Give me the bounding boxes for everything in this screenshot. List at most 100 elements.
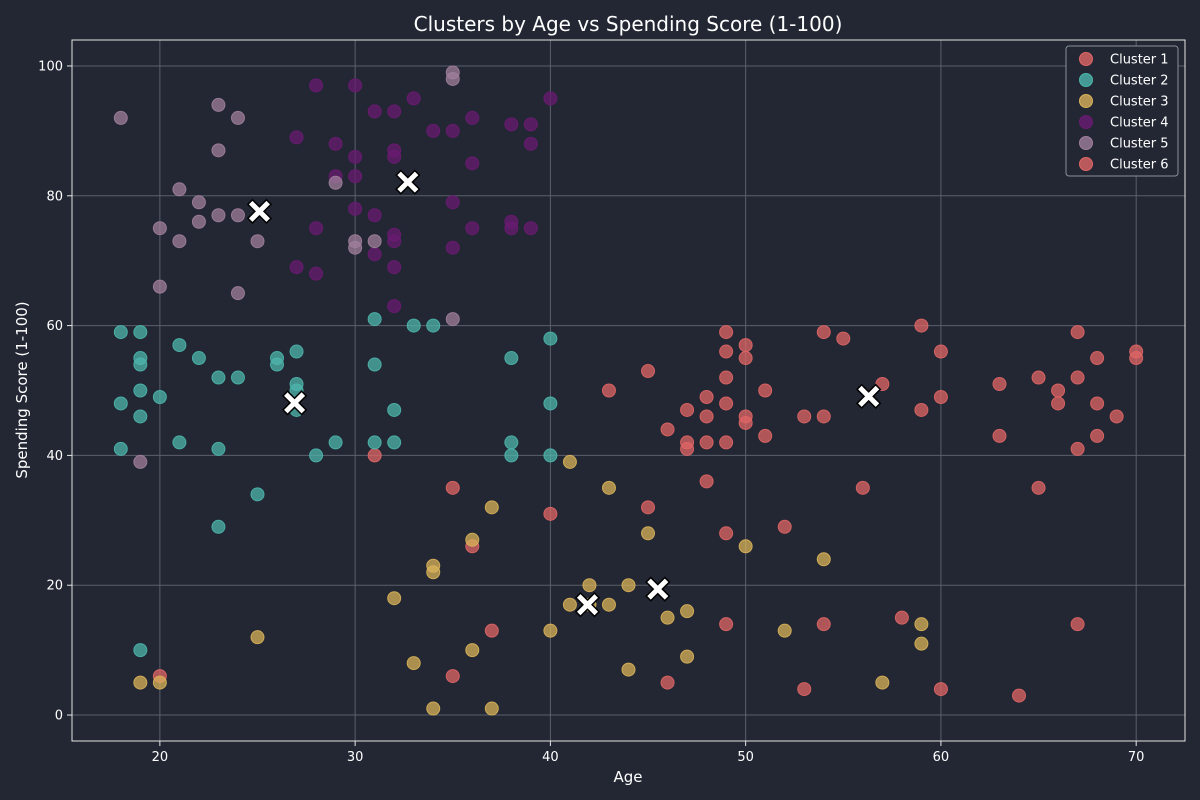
x-tick-label: 60	[933, 750, 950, 765]
data-point	[445, 312, 460, 327]
data-point	[367, 247, 382, 262]
data-point	[230, 208, 245, 223]
data-point	[933, 682, 948, 697]
data-point	[211, 143, 226, 158]
data-point	[543, 331, 558, 346]
data-point	[328, 136, 343, 151]
legend-marker	[1079, 94, 1093, 108]
data-point	[797, 682, 812, 697]
data-point	[641, 364, 656, 379]
y-axis-label: Spending Score (1-100)	[13, 301, 31, 478]
data-point	[933, 344, 948, 359]
data-point	[1090, 396, 1105, 411]
data-point	[289, 130, 304, 145]
data-point	[250, 234, 265, 249]
data-point	[113, 396, 128, 411]
data-point	[914, 402, 929, 417]
data-point	[523, 136, 538, 151]
data-point	[172, 182, 187, 197]
data-point	[1051, 383, 1066, 398]
data-point	[816, 617, 831, 632]
data-point	[1012, 688, 1027, 703]
data-point	[1070, 370, 1085, 385]
data-point	[758, 383, 773, 398]
data-point	[465, 156, 480, 171]
data-point	[426, 318, 441, 333]
data-point	[660, 422, 675, 437]
y-axis-ticks: 0 20 40 60 80 100	[38, 59, 72, 724]
data-point	[621, 662, 636, 677]
legend-marker	[1079, 157, 1093, 171]
data-point	[133, 454, 148, 469]
data-point	[699, 474, 714, 489]
data-point	[426, 701, 441, 716]
data-point	[777, 519, 792, 534]
data-point	[836, 331, 851, 346]
data-point	[738, 415, 753, 430]
data-point	[719, 344, 734, 359]
data-point	[426, 565, 441, 580]
data-point	[601, 383, 616, 398]
data-point	[387, 591, 402, 606]
data-point	[1070, 617, 1085, 632]
data-point	[641, 526, 656, 541]
data-point	[348, 78, 363, 93]
data-point	[230, 110, 245, 125]
data-point	[484, 623, 499, 638]
data-point	[680, 649, 695, 664]
data-point	[484, 500, 499, 515]
data-point	[367, 448, 382, 463]
data-point	[504, 448, 519, 463]
data-point	[309, 78, 324, 93]
data-point	[445, 195, 460, 210]
data-point	[445, 669, 460, 684]
series-cluster-4	[289, 78, 558, 314]
data-point	[367, 312, 382, 327]
legend-label: Cluster 5	[1110, 137, 1169, 152]
data-point	[680, 441, 695, 456]
data-point	[445, 240, 460, 255]
data-point	[445, 123, 460, 138]
legend-label: Cluster 2	[1110, 74, 1169, 89]
data-point	[1031, 480, 1046, 495]
data-point	[719, 370, 734, 385]
legend-label: Cluster 1	[1110, 53, 1169, 68]
data-point	[133, 675, 148, 690]
data-point	[1090, 351, 1105, 366]
data-point	[543, 448, 558, 463]
x-tick-label: 70	[1128, 750, 1145, 765]
data-point	[172, 435, 187, 450]
centroid-marker	[281, 390, 308, 416]
data-point	[816, 409, 831, 424]
data-point	[250, 630, 265, 645]
data-point	[465, 643, 480, 658]
y-tick-label: 80	[46, 189, 63, 204]
data-point	[152, 221, 167, 236]
data-point	[113, 110, 128, 125]
data-point	[523, 221, 538, 236]
data-point	[719, 617, 734, 632]
data-point	[465, 532, 480, 547]
data-point	[914, 617, 929, 632]
plot-frame	[71, 39, 1186, 742]
data-point	[914, 318, 929, 333]
data-point	[543, 506, 558, 521]
series-cluster-1	[152, 318, 1144, 703]
data-point	[445, 71, 460, 86]
data-point	[348, 169, 363, 184]
centroid-markers	[246, 169, 882, 618]
data-point	[660, 675, 675, 690]
data-point	[387, 402, 402, 417]
data-point	[758, 428, 773, 443]
data-point	[484, 701, 499, 716]
data-point	[601, 480, 616, 495]
data-point	[719, 325, 734, 340]
data-point	[133, 643, 148, 658]
data-point	[152, 675, 167, 690]
data-point	[406, 656, 421, 671]
data-point	[289, 344, 304, 359]
data-point	[348, 201, 363, 216]
data-point	[191, 214, 206, 229]
legend-label: Cluster 3	[1110, 95, 1169, 110]
